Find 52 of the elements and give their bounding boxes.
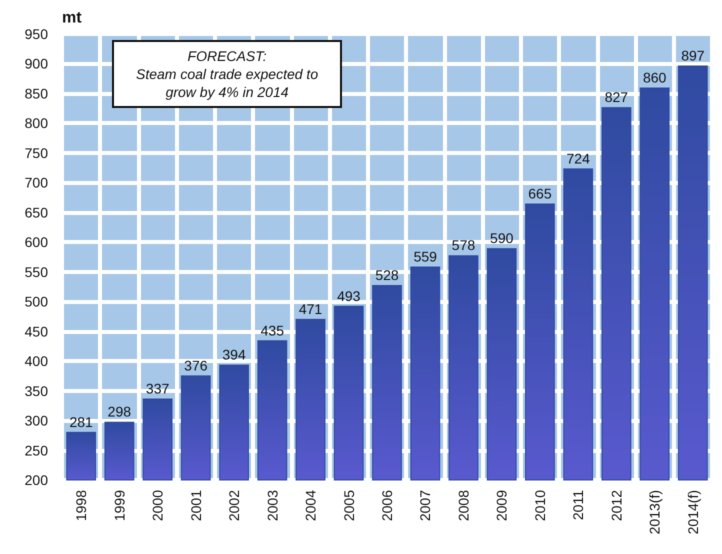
y-tick-label: 550	[24, 264, 48, 280]
data-label: 559	[414, 248, 438, 265]
x-tick-label: 1999	[111, 490, 128, 522]
y-axis-title: mt	[62, 10, 82, 26]
y-tick-label: 750	[24, 144, 48, 161]
x-tick-label: 2005	[340, 490, 357, 522]
y-tick-label: 450	[24, 323, 48, 340]
y-tick-label: 200	[24, 472, 48, 488]
x-tick-label: 2012	[608, 490, 624, 522]
x-tick-label: 2003	[264, 490, 280, 522]
data-label: 394	[222, 346, 246, 363]
x-tick-label: 2011	[570, 490, 586, 520]
data-label: 665	[528, 185, 552, 202]
data-label: 281	[69, 414, 94, 430]
x-tick-label: 1998	[73, 490, 90, 522]
y-tick-label: 900	[24, 56, 48, 72]
x-tick-label: 2010	[532, 490, 548, 522]
x-tick-label: 2001	[188, 490, 204, 522]
y-tick-label: 250	[24, 442, 48, 458]
y-tick-label: 600	[24, 234, 48, 250]
data-label: 298	[108, 404, 132, 420]
y-tick-label: 850	[24, 85, 48, 102]
data-label: 493	[337, 288, 361, 304]
y-tick-label: 700	[24, 174, 48, 191]
data-label: 578	[452, 237, 476, 254]
data-label: 528	[375, 266, 399, 283]
x-tick-label: 2007	[417, 490, 434, 522]
y-tick-label: 350	[24, 382, 48, 399]
data-label: 724	[566, 150, 590, 166]
x-tick-label: 2013(f)	[646, 490, 663, 534]
data-label: 860	[642, 70, 667, 86]
y-tick-label: 500	[24, 294, 48, 310]
x-tick-label: 2006	[379, 490, 395, 522]
data-label: 376	[184, 357, 208, 374]
y-tick-label: 300	[24, 412, 48, 429]
text-box: FORECAST: Steam coal trade expected to grow by 4% in 2014	[112, 40, 342, 108]
y-tick-label: 400	[24, 353, 48, 370]
y-tick-label: 650	[24, 204, 48, 220]
x-tick-label: 2009	[494, 490, 510, 522]
data-label: 471	[298, 300, 322, 317]
x-tick-label: 2004	[302, 490, 319, 522]
y-tick-label: 800	[24, 115, 48, 132]
data-label: 337	[146, 380, 170, 397]
x-tick-label: 2000	[150, 490, 166, 522]
data-label: 590	[490, 230, 514, 246]
y-tick-label: 950	[24, 26, 48, 42]
data-label: 827	[604, 89, 628, 106]
data-label: 897	[681, 48, 705, 64]
data-label: 435	[260, 322, 284, 338]
x-tick-label: 2008	[455, 490, 472, 522]
x-tick-label: 2002	[226, 490, 242, 522]
x-tick-label: 2014(f)	[684, 490, 701, 534]
